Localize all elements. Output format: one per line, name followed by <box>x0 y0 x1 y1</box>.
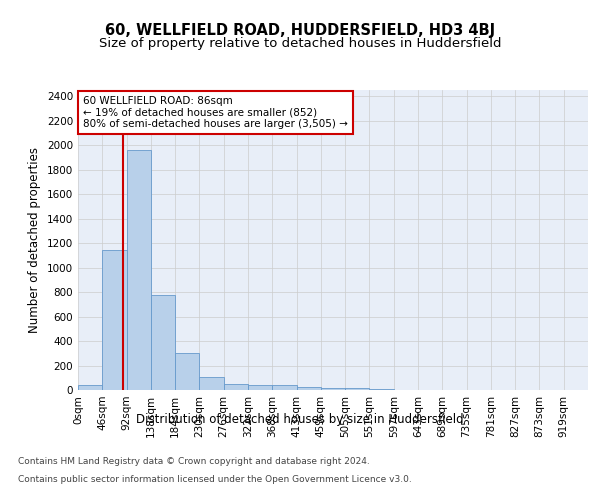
Y-axis label: Number of detached properties: Number of detached properties <box>28 147 41 333</box>
Bar <box>248 385 272 390</box>
Bar <box>151 295 175 390</box>
Bar <box>199 377 224 390</box>
Bar <box>102 250 127 390</box>
Bar <box>224 384 248 390</box>
Text: Contains public sector information licensed under the Open Government Licence v3: Contains public sector information licen… <box>18 475 412 484</box>
Text: Distribution of detached houses by size in Huddersfield: Distribution of detached houses by size … <box>136 412 464 426</box>
Bar <box>296 387 321 390</box>
Text: Size of property relative to detached houses in Huddersfield: Size of property relative to detached ho… <box>99 38 501 51</box>
Bar <box>78 386 102 390</box>
Bar <box>345 388 370 390</box>
Bar <box>127 150 151 390</box>
Bar <box>321 388 345 390</box>
Text: 60 WELLFIELD ROAD: 86sqm
← 19% of detached houses are smaller (852)
80% of semi-: 60 WELLFIELD ROAD: 86sqm ← 19% of detach… <box>83 96 348 129</box>
Text: 60, WELLFIELD ROAD, HUDDERSFIELD, HD3 4BJ: 60, WELLFIELD ROAD, HUDDERSFIELD, HD3 4B… <box>105 22 495 38</box>
Bar <box>272 386 296 390</box>
Text: Contains HM Land Registry data © Crown copyright and database right 2024.: Contains HM Land Registry data © Crown c… <box>18 458 370 466</box>
Bar <box>175 354 199 390</box>
